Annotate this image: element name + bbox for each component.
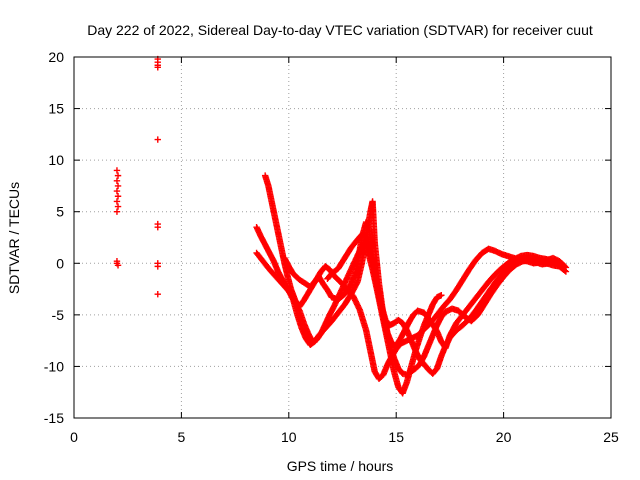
y-tick-label: 15 — [48, 101, 64, 117]
plot-frame — [73, 56, 612, 419]
data-point — [113, 258, 121, 265]
data-point — [114, 182, 122, 190]
x-axis-label: GPS time / hours — [287, 458, 394, 474]
x-tick-label: 15 — [388, 429, 404, 445]
data-point — [114, 193, 122, 200]
data-point — [154, 291, 161, 298]
data-point — [113, 187, 121, 195]
y-tick-label: 10 — [48, 152, 64, 168]
y-axis-label: SDTVAR / TECUs — [6, 182, 22, 294]
data-point — [114, 172, 122, 179]
x-tick-label: 0 — [70, 429, 78, 445]
y-tick-label: 5 — [56, 204, 64, 220]
y-tick-label: -5 — [52, 307, 65, 323]
ticks-layer — [73, 56, 612, 419]
data-point — [113, 167, 121, 174]
x-tick-label: 10 — [281, 429, 297, 445]
series-track-e — [324, 229, 570, 377]
y-tick-label: 20 — [48, 49, 64, 65]
data-point — [113, 208, 121, 215]
chart-title: Day 222 of 2022, Sidereal Day-to-day VTE… — [87, 22, 593, 38]
series-early-cluster-near-4h — [154, 55, 161, 298]
data-point — [561, 267, 569, 274]
series-early-cluster-near-2h — [113, 167, 122, 269]
tick-labels-layer: 0 5 10 15 20 25 -15 -10 -5 0 5 10 15 20 — [44, 49, 619, 445]
y-tick-label: -10 — [44, 358, 64, 374]
data-point — [114, 262, 122, 269]
x-tick-label: 5 — [178, 429, 186, 445]
data-point — [154, 136, 161, 143]
data-point — [113, 198, 121, 205]
marks-layer — [113, 55, 570, 397]
data-point — [438, 292, 445, 299]
data-point — [562, 268, 570, 275]
data-point — [113, 177, 121, 184]
data-point — [154, 223, 161, 231]
data-point — [114, 203, 122, 210]
y-tick-label: -15 — [44, 410, 64, 426]
data-point — [154, 263, 161, 270]
y-tick-label: 0 — [56, 255, 64, 271]
data-point — [154, 64, 161, 71]
x-tick-label: 25 — [603, 429, 619, 445]
x-tick-label: 20 — [496, 429, 512, 445]
